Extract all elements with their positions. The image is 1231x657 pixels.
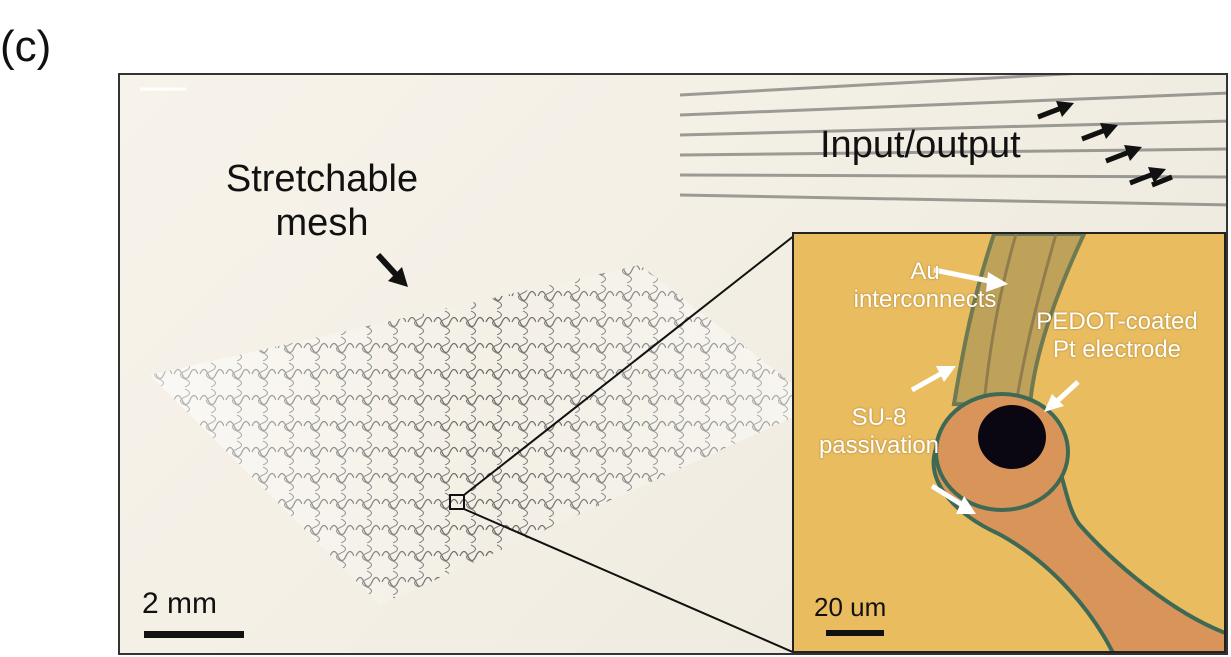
scale-bar xyxy=(144,631,244,638)
au-label-line2: interconnects xyxy=(853,286,997,313)
su8-passivation-label: SU-8 passivation xyxy=(804,404,954,460)
mesh-arrow-icon xyxy=(375,252,408,287)
electrode-illustration xyxy=(910,234,1224,651)
inset-scale-bar xyxy=(826,630,884,636)
pedot-electrode xyxy=(978,405,1046,469)
su8-label-line2: passivation xyxy=(818,432,940,459)
scale-bar-label: 2 mm xyxy=(142,587,217,620)
inset-scale-bar-label: 20 um xyxy=(814,592,887,622)
pedot-label-line1: PEDOT-coated xyxy=(1036,308,1198,335)
stretchable-mesh-label-line2: mesh xyxy=(275,202,369,244)
inset-micrograph: Au interconnects PEDOT-coated Pt electro… xyxy=(792,232,1226,653)
au-label-line1: Au xyxy=(910,258,940,285)
su8-label-line1: SU-8 xyxy=(851,404,907,431)
inset-arrows-icon xyxy=(910,267,1080,514)
stretchable-mesh-label: Stretchable mesh xyxy=(202,157,442,245)
input-output-label: Input/output xyxy=(820,124,1021,166)
io-arrows-icon xyxy=(1037,101,1173,188)
stretchable-mesh-label-line1: Stretchable xyxy=(225,158,419,200)
au-interconnects-label: Au interconnects xyxy=(850,258,1000,314)
panel-label: (c) xyxy=(0,22,52,71)
zoom-region-box xyxy=(449,494,465,510)
pedot-electrode-label: PEDOT-coated Pt electrode xyxy=(1012,308,1222,364)
pedot-label-line2: Pt electrode xyxy=(1052,336,1182,363)
mesh-illustration xyxy=(140,75,1226,653)
